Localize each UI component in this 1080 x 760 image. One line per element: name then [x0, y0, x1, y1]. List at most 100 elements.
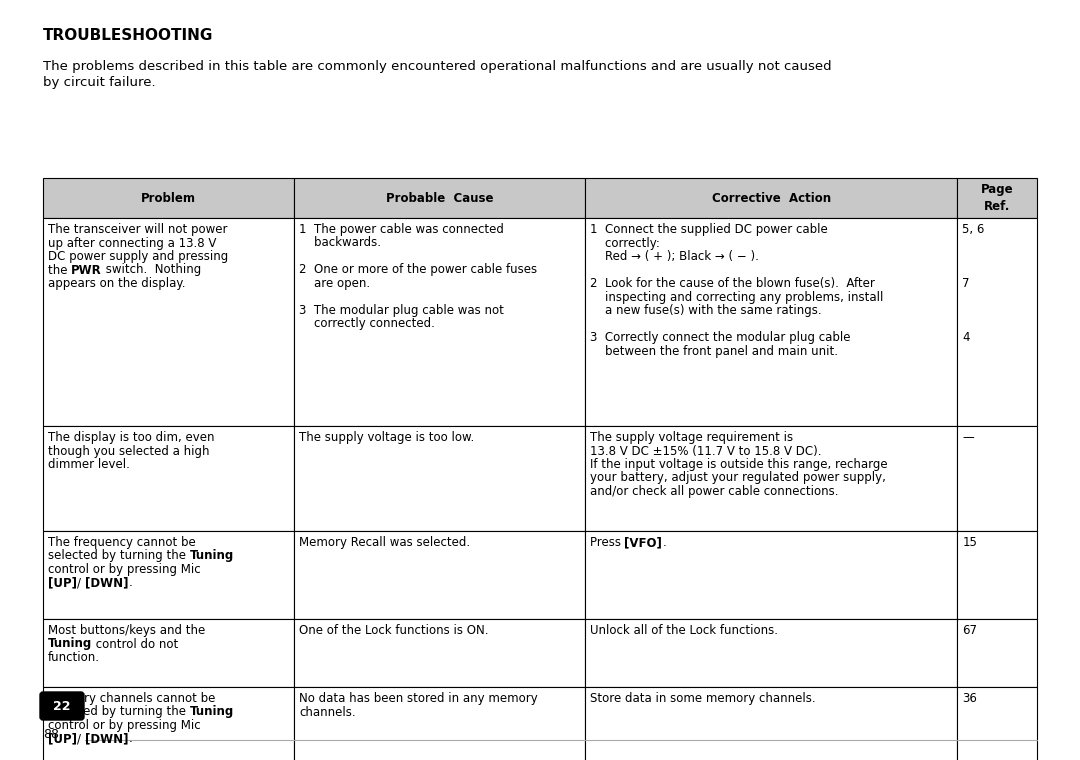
Text: appears on the display.: appears on the display.: [48, 277, 186, 290]
Bar: [43, 687, 295, 760]
Text: 36: 36: [962, 692, 977, 705]
Text: .: .: [662, 536, 666, 549]
Text: 2  Look for the cause of the blown fuse(s).  After: 2 Look for the cause of the blown fuse(s…: [590, 277, 875, 290]
Text: by circuit failure.: by circuit failure.: [43, 76, 156, 89]
Text: 67: 67: [962, 624, 977, 637]
Text: selected by turning the: selected by turning the: [48, 705, 190, 718]
Text: up after connecting a 13.8 V: up after connecting a 13.8 V: [48, 236, 216, 249]
Text: 2  One or more of the power cable fuses: 2 One or more of the power cable fuses: [299, 264, 538, 277]
Text: Problem: Problem: [141, 192, 197, 204]
Bar: [43, 619, 295, 687]
Text: function.: function.: [48, 651, 100, 664]
Text: selected by turning the: selected by turning the: [48, 549, 190, 562]
Bar: [584, 531, 958, 619]
Text: control or by pressing Mic: control or by pressing Mic: [48, 563, 201, 576]
Text: control or by pressing Mic: control or by pressing Mic: [48, 719, 201, 732]
Text: No data has been stored in any memory: No data has been stored in any memory: [299, 692, 538, 705]
Bar: [584, 687, 958, 760]
Text: /: /: [77, 733, 84, 746]
Text: The frequency cannot be: The frequency cannot be: [48, 536, 195, 549]
Text: switch.  Nothing: switch. Nothing: [102, 264, 201, 277]
Text: between the front panel and main unit.: between the front panel and main unit.: [590, 344, 838, 357]
Text: Most buttons/keys and the: Most buttons/keys and the: [48, 624, 205, 637]
Text: Tuning: Tuning: [48, 638, 92, 651]
Text: correctly connected.: correctly connected.: [299, 318, 435, 331]
Text: Tuning: Tuning: [190, 705, 234, 718]
Text: 15: 15: [962, 536, 977, 549]
Text: [UP]: [UP]: [48, 577, 77, 590]
Bar: [958, 687, 1037, 760]
Text: .: .: [129, 577, 132, 590]
Bar: [958, 619, 1037, 687]
Text: 7: 7: [962, 277, 970, 290]
Text: 88: 88: [43, 728, 59, 741]
Text: dimmer level.: dimmer level.: [48, 458, 130, 471]
Text: [VFO]: [VFO]: [624, 536, 662, 549]
Text: Tuning: Tuning: [190, 549, 234, 562]
Text: are open.: are open.: [299, 277, 370, 290]
Text: .: .: [129, 733, 132, 746]
Text: a new fuse(s) with the same ratings.: a new fuse(s) with the same ratings.: [590, 304, 822, 317]
Text: 3  The modular plug cable was not: 3 The modular plug cable was not: [299, 304, 504, 317]
Text: The problems described in this table are commonly encountered operational malfun: The problems described in this table are…: [43, 60, 832, 73]
Text: [UP]: [UP]: [48, 733, 77, 746]
Text: Memory Recall was selected.: Memory Recall was selected.: [299, 536, 471, 549]
Bar: [958, 426, 1037, 531]
Text: One of the Lock functions is ON.: One of the Lock functions is ON.: [299, 624, 489, 637]
Bar: [958, 531, 1037, 619]
Text: inspecting and correcting any problems, install: inspecting and correcting any problems, …: [590, 290, 883, 303]
Text: Press: Press: [590, 536, 624, 549]
Bar: [295, 178, 584, 218]
Text: [DWN]: [DWN]: [84, 733, 129, 746]
Bar: [295, 531, 584, 619]
Text: PWR: PWR: [71, 264, 102, 277]
Text: Store data in some memory channels.: Store data in some memory channels.: [590, 692, 815, 705]
Text: Red → ( + ); Black → ( − ).: Red → ( + ); Black → ( − ).: [590, 250, 758, 263]
Bar: [584, 426, 958, 531]
Text: the: the: [48, 264, 71, 277]
Bar: [43, 218, 295, 426]
Text: The supply voltage requirement is: The supply voltage requirement is: [590, 431, 793, 444]
Text: 13.8 V DC ±15% (11.7 V to 15.8 V DC).: 13.8 V DC ±15% (11.7 V to 15.8 V DC).: [590, 445, 821, 458]
Text: /: /: [77, 577, 84, 590]
Text: your battery, adjust your regulated power supply,: your battery, adjust your regulated powe…: [590, 471, 886, 485]
Text: and/or check all power cable connections.: and/or check all power cable connections…: [590, 485, 838, 498]
Bar: [295, 426, 584, 531]
Bar: [958, 178, 1037, 218]
Text: Corrective  Action: Corrective Action: [712, 192, 831, 204]
Text: The display is too dim, even: The display is too dim, even: [48, 431, 215, 444]
Text: The transceiver will not power: The transceiver will not power: [48, 223, 228, 236]
Text: DC power supply and pressing: DC power supply and pressing: [48, 250, 228, 263]
Bar: [43, 426, 295, 531]
Bar: [584, 218, 958, 426]
Text: channels.: channels.: [299, 705, 356, 718]
Text: Page
Ref.: Page Ref.: [981, 183, 1013, 213]
Bar: [43, 531, 295, 619]
Bar: [958, 218, 1037, 426]
Bar: [295, 687, 584, 760]
Text: [DWN]: [DWN]: [84, 577, 129, 590]
Bar: [584, 619, 958, 687]
Text: 1  Connect the supplied DC power cable: 1 Connect the supplied DC power cable: [590, 223, 827, 236]
Text: TROUBLESHOOTING: TROUBLESHOOTING: [43, 28, 214, 43]
Bar: [295, 218, 584, 426]
Text: correctly:: correctly:: [590, 236, 660, 249]
Text: control do not: control do not: [92, 638, 178, 651]
Text: 1  The power cable was connected: 1 The power cable was connected: [299, 223, 504, 236]
Bar: [43, 178, 295, 218]
Text: backwards.: backwards.: [299, 236, 381, 249]
Text: 3  Correctly connect the modular plug cable: 3 Correctly connect the modular plug cab…: [590, 331, 850, 344]
Text: Memory channels cannot be: Memory channels cannot be: [48, 692, 215, 705]
Text: —: —: [962, 431, 974, 444]
FancyBboxPatch shape: [40, 692, 84, 720]
Text: If the input voltage is outside this range, recharge: If the input voltage is outside this ran…: [590, 458, 888, 471]
Text: 5, 6: 5, 6: [962, 223, 985, 236]
Text: 22: 22: [53, 699, 71, 713]
Bar: [584, 178, 958, 218]
Text: though you selected a high: though you selected a high: [48, 445, 210, 458]
Bar: [295, 619, 584, 687]
Text: Probable  Cause: Probable Cause: [386, 192, 494, 204]
Text: 4: 4: [962, 331, 970, 344]
Text: The supply voltage is too low.: The supply voltage is too low.: [299, 431, 475, 444]
Text: Unlock all of the Lock functions.: Unlock all of the Lock functions.: [590, 624, 778, 637]
